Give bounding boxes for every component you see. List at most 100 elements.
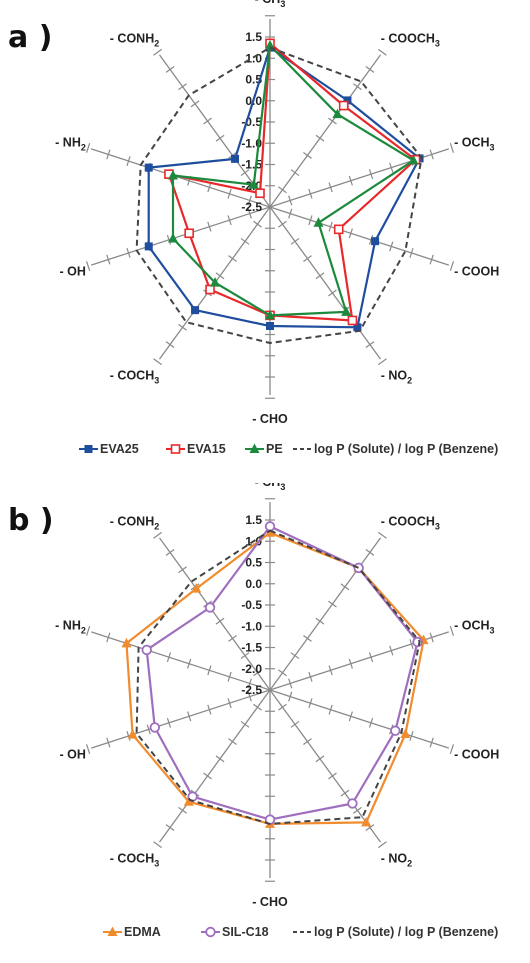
axis-tick (348, 175, 353, 186)
radar-axis (269, 689, 449, 749)
axis-tick (146, 724, 151, 735)
axis-tick (247, 691, 252, 702)
category-label: - OH (59, 264, 85, 278)
axis-tick (207, 221, 212, 232)
axis-tick (106, 254, 111, 265)
axis-tick (190, 100, 200, 108)
legend-label: PE (266, 442, 283, 456)
axis-tick (409, 639, 414, 649)
axis-tick (368, 717, 374, 728)
data-point (127, 729, 138, 739)
legend-swatch (79, 445, 98, 453)
data-point (333, 224, 344, 235)
axis-tick (166, 234, 172, 245)
axis-tick (215, 134, 225, 142)
axis-tick (166, 717, 172, 728)
axis-tick (368, 652, 374, 663)
radar-axis (158, 537, 271, 691)
axis-tick (247, 208, 252, 219)
axis-tick (203, 117, 212, 125)
axis-tick (253, 669, 262, 677)
axis-tick (348, 711, 353, 722)
data-point (343, 96, 352, 105)
axis-tick (240, 169, 250, 177)
data-point (390, 725, 401, 736)
series-sil-c18 (141, 521, 423, 825)
panel-a: a ) 1.51.00.50.0-0.5-1.0-1.5-2.0-2.5- CH… (0, 0, 530, 480)
radar-axis (269, 689, 382, 843)
data-point (353, 323, 362, 332)
tick-labels: 1.51.00.50.0-0.5-1.0-1.5-2.0-2.5 (241, 513, 262, 697)
axis-tick (178, 566, 187, 574)
data-point (264, 521, 276, 532)
category-label: - OCH3 (454, 619, 494, 636)
axis-tick (308, 215, 313, 226)
legend-label: log P (Solute) / log P (Benzene) (314, 925, 499, 939)
axis-tick (153, 48, 162, 56)
data-point (265, 309, 275, 320)
axis-tick (228, 738, 237, 745)
axis-tick (187, 658, 192, 669)
tick-labels: 1.51.00.50.0-0.5-1.0-1.5-2.0-2.5 (241, 30, 262, 214)
axis-tick (126, 156, 131, 166)
axis-tick (240, 720, 250, 728)
series-line (125, 531, 425, 825)
axis-tick (227, 215, 232, 226)
tick-label: 1.5 (245, 513, 262, 527)
axis-tick (165, 549, 175, 556)
axis-tick (228, 255, 237, 262)
series-line (171, 44, 415, 317)
axis-tick (409, 731, 414, 741)
axis-tick (389, 162, 394, 173)
axis-tick (247, 195, 252, 206)
data-point (266, 322, 274, 330)
axis-tick (429, 254, 434, 265)
axis-tick (368, 169, 374, 180)
radar-axes (85, 15, 455, 399)
data-point (400, 728, 411, 738)
axis-tick (153, 358, 162, 366)
category-label: - NH2 (55, 619, 86, 636)
radar-axis (269, 206, 382, 360)
axis-tick (328, 704, 333, 715)
axis-tick (227, 671, 232, 682)
axis-tick (365, 341, 375, 348)
series-pe (167, 40, 419, 320)
tick-label: 1.5 (245, 30, 262, 44)
axis-tick (85, 625, 91, 636)
series-log-p-solute-log-p-benzene (135, 529, 421, 825)
axis-tick (278, 186, 287, 194)
category-label: - NO2 (381, 368, 412, 385)
radar-axis (269, 206, 449, 266)
axis-tick (153, 841, 162, 849)
axis-tick (389, 241, 394, 252)
data-point (313, 217, 324, 227)
axis-tick (429, 149, 434, 160)
axis-tick (378, 358, 387, 366)
radar-chart: 1.51.00.50.0-0.5-1.0-1.5-2.0-2.5- CH3- C… (55, 0, 499, 426)
radar-axis (91, 148, 271, 208)
data-point (361, 816, 372, 827)
category-label: - OH (59, 747, 85, 761)
tick-label: -1.5 (241, 158, 262, 172)
data-point (149, 722, 161, 733)
axis-tick (178, 83, 187, 91)
axis-tick (165, 341, 175, 348)
axis-tick (187, 711, 192, 722)
axis-tick (178, 806, 187, 814)
axis-tick (328, 772, 337, 780)
legend-swatch (293, 448, 312, 450)
panel-b: b ) 1.51.00.50.0-0.5-1.0-1.5-2.0-2.5- CH… (0, 483, 530, 963)
axis-tick (315, 617, 325, 625)
axis-tick (207, 704, 212, 715)
axis-tick (303, 635, 312, 642)
legend-label: EVA15 (187, 442, 226, 456)
data-point (205, 284, 215, 295)
radar-axis (158, 54, 271, 208)
data-point (167, 233, 178, 243)
axis-tick (340, 789, 350, 797)
axis-tick (290, 237, 300, 245)
axis-tick (278, 669, 287, 677)
data-point (347, 798, 358, 809)
data-point (265, 40, 275, 50)
